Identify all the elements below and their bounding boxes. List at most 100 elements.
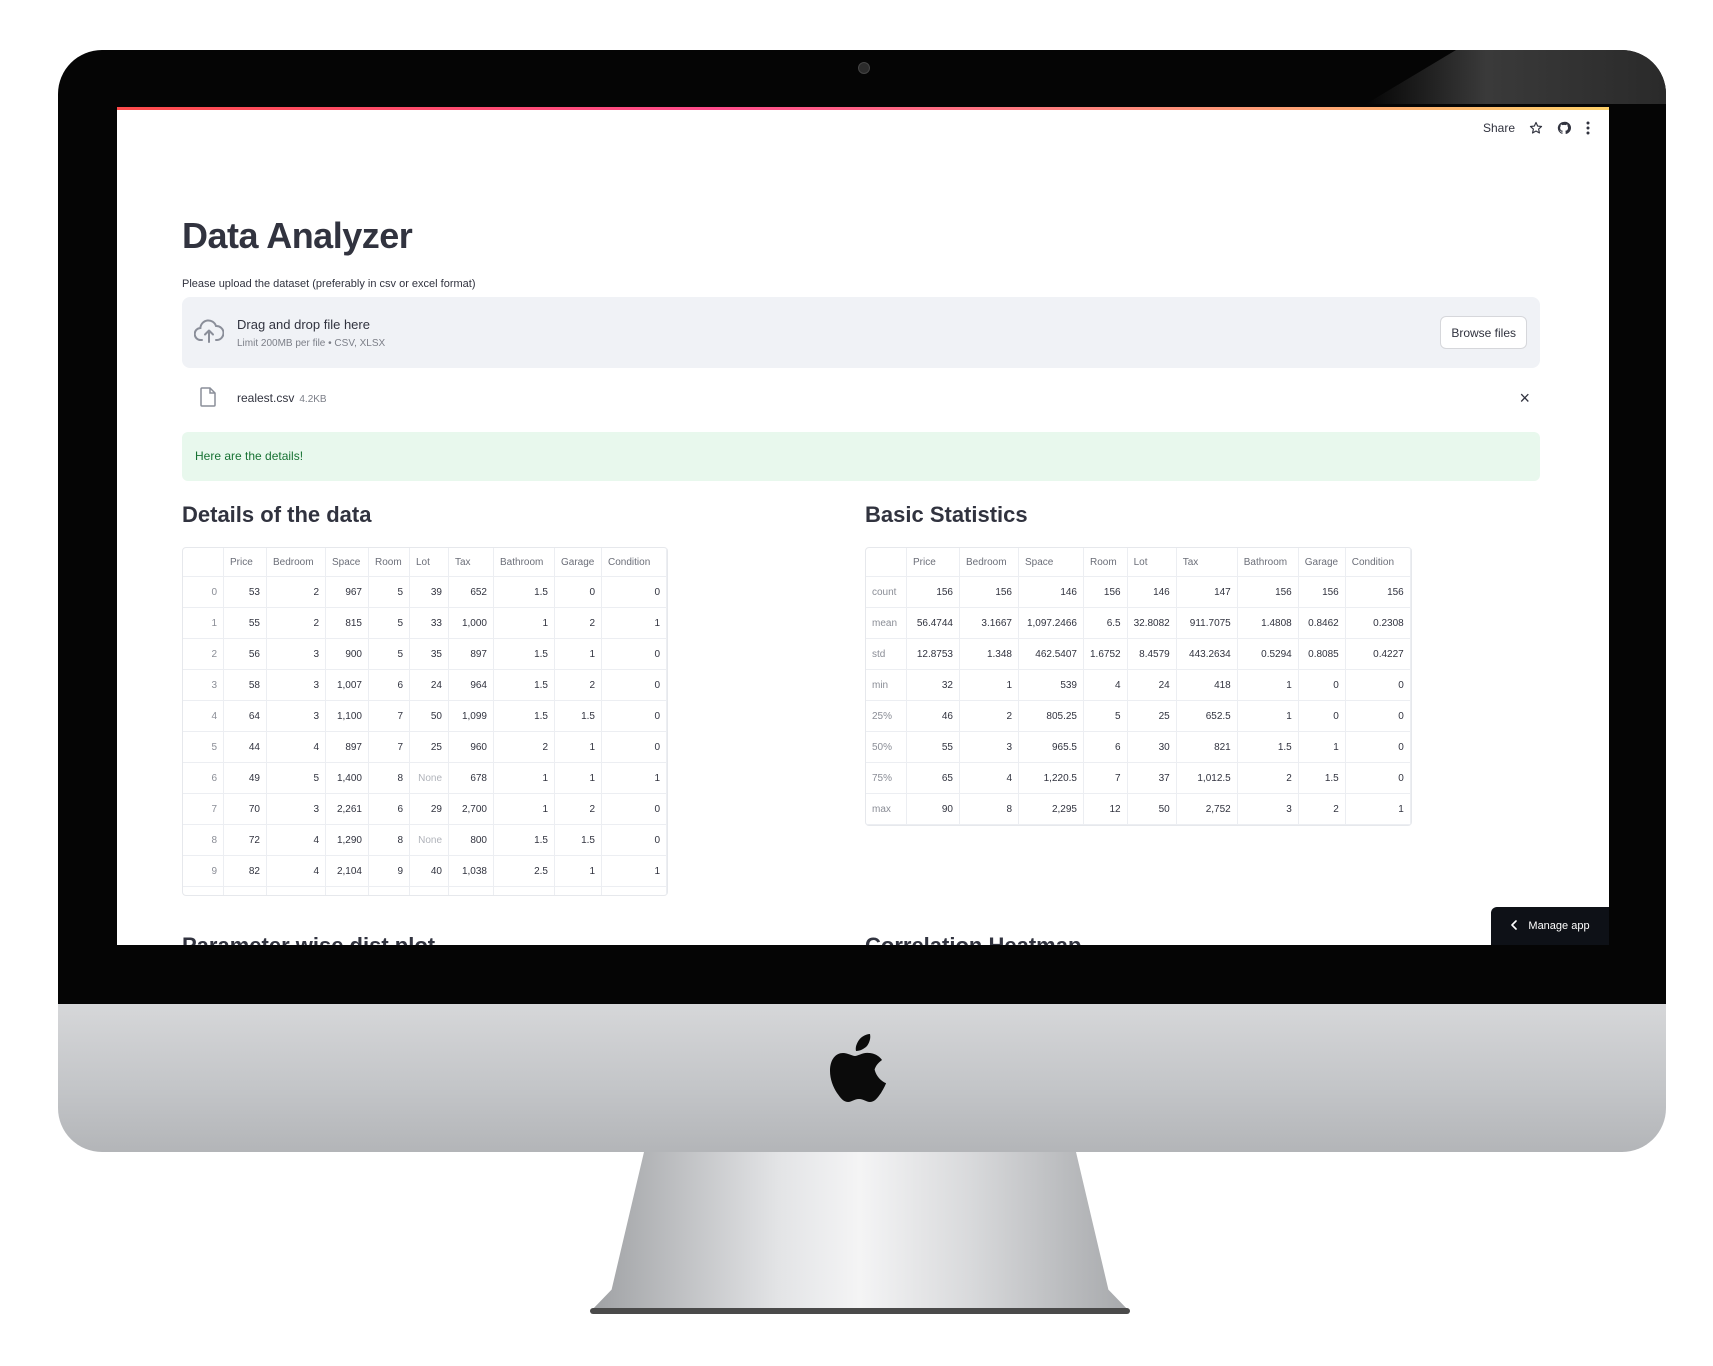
column-header[interactable] xyxy=(183,548,224,577)
table-cell[interactable]: 2,700 xyxy=(448,793,494,825)
table-cell[interactable]: 539 xyxy=(1018,669,1084,701)
table-cell[interactable]: 29 xyxy=(409,793,449,825)
table-cell[interactable]: 652.5 xyxy=(1176,700,1238,732)
table-cell[interactable]: 1 xyxy=(1345,793,1411,825)
table-cell[interactable]: None xyxy=(409,824,449,856)
more-vertical-icon[interactable] xyxy=(1585,121,1591,135)
table-cell[interactable]: 8 xyxy=(368,762,410,794)
table-cell[interactable]: 821 xyxy=(1176,731,1238,763)
table-cell[interactable]: 2 xyxy=(1237,762,1299,794)
table-cell[interactable]: 39 xyxy=(409,576,449,608)
table-cell[interactable]: 4 xyxy=(959,762,1019,794)
table-cell[interactable]: 5 xyxy=(1083,700,1128,732)
table-cell[interactable]: 5 xyxy=(368,638,410,670)
table-cell[interactable]: 1 xyxy=(601,607,667,639)
table-cell[interactable]: 1,038 xyxy=(448,855,494,887)
browse-files-button[interactable]: Browse files xyxy=(1440,316,1527,349)
table-cell[interactable]: 24 xyxy=(1127,669,1177,701)
column-header[interactable] xyxy=(866,548,907,577)
table-cell[interactable]: 800 xyxy=(448,824,494,856)
table-cell[interactable]: 1 xyxy=(554,731,602,763)
table-cell[interactable]: 12 xyxy=(1083,793,1128,825)
row-index[interactable]: 4 xyxy=(183,700,224,732)
table-cell[interactable]: 1 xyxy=(554,855,602,887)
column-header[interactable]: Bedroom xyxy=(266,548,326,577)
column-header[interactable]: Lot xyxy=(1127,548,1177,577)
table-cell[interactable]: 0.5294 xyxy=(1237,638,1299,670)
table-cell[interactable]: 25 xyxy=(1127,700,1177,732)
table-cell[interactable]: 90 xyxy=(906,793,960,825)
table-cell[interactable]: 44 xyxy=(223,731,267,763)
github-icon[interactable] xyxy=(1557,121,1571,135)
table-cell[interactable]: 1,097.2466 xyxy=(1018,607,1084,639)
table-cell[interactable]: 6 xyxy=(368,669,410,701)
table-cell[interactable]: 2 xyxy=(1298,793,1346,825)
row-index[interactable]: min xyxy=(866,669,907,701)
remove-file-icon[interactable]: × xyxy=(1519,388,1530,408)
table-cell[interactable]: 72 xyxy=(223,824,267,856)
table-cell[interactable]: 2 xyxy=(554,793,602,825)
table-cell[interactable]: 0.4227 xyxy=(1345,638,1411,670)
table-cell[interactable]: 0 xyxy=(1345,669,1411,701)
table-cell[interactable]: 146 xyxy=(1127,576,1177,608)
table-cell[interactable]: 147 xyxy=(1176,576,1238,608)
column-header[interactable]: Lot xyxy=(409,548,449,577)
table-cell[interactable]: 0 xyxy=(601,700,667,732)
table-cell[interactable]: 1 xyxy=(554,762,602,794)
table-cell[interactable]: 418 xyxy=(1176,669,1238,701)
column-header[interactable]: Condition xyxy=(601,548,667,577)
table-cell[interactable]: 4 xyxy=(266,731,326,763)
table-cell[interactable]: 2 xyxy=(266,576,326,608)
row-index[interactable]: mean xyxy=(866,607,907,639)
table-cell[interactable]: 0 xyxy=(601,824,667,856)
table-cell[interactable]: 55 xyxy=(223,607,267,639)
table-cell[interactable]: 8.4579 xyxy=(1127,638,1177,670)
table-cell[interactable]: 1.5 xyxy=(1298,762,1346,794)
table-cell[interactable]: 50 xyxy=(409,700,449,732)
table-cell[interactable]: 65 xyxy=(906,762,960,794)
row-index[interactable]: 5 xyxy=(183,731,224,763)
stats-dataframe[interactable]: Price Bedroom Space Room Lot Tax Bathroom Garag… xyxy=(865,547,1412,826)
table-cell[interactable]: 815 xyxy=(325,607,369,639)
table-cell[interactable]: 6 xyxy=(1083,731,1128,763)
table-cell[interactable]: 1 xyxy=(601,762,667,794)
row-index[interactable]: count xyxy=(866,576,907,608)
table-cell[interactable]: 33 xyxy=(409,607,449,639)
table-cell[interactable]: 32.8082 xyxy=(1127,607,1177,639)
table-cell[interactable]: 12.8753 xyxy=(906,638,960,670)
column-header[interactable]: Space xyxy=(325,548,369,577)
table-cell[interactable]: 960 xyxy=(448,731,494,763)
column-header[interactable]: Bathroom xyxy=(1237,548,1299,577)
table-cell[interactable]: 1.5 xyxy=(554,824,602,856)
table-cell[interactable]: 30 xyxy=(1127,731,1177,763)
table-cell[interactable]: 1 xyxy=(554,638,602,670)
row-index[interactable]: 3 xyxy=(183,669,224,701)
table-cell[interactable]: 1 xyxy=(601,855,667,887)
table-cell[interactable]: 1 xyxy=(1298,731,1346,763)
table-cell[interactable]: 897 xyxy=(448,638,494,670)
table-cell[interactable]: 0.8085 xyxy=(1298,638,1346,670)
table-cell[interactable]: 2,752 xyxy=(1176,793,1238,825)
table-cell[interactable]: 0 xyxy=(1345,731,1411,763)
table-cell[interactable]: 2 xyxy=(959,700,1019,732)
table-cell[interactable]: 0 xyxy=(1298,669,1346,701)
table-cell[interactable]: 1,290 xyxy=(325,824,369,856)
table-cell[interactable]: 49 xyxy=(223,762,267,794)
table-cell[interactable]: 2 xyxy=(554,669,602,701)
table-cell[interactable]: 1,220.5 xyxy=(1018,762,1084,794)
table-cell[interactable]: 5 xyxy=(368,607,410,639)
table-cell[interactable]: 805.25 xyxy=(1018,700,1084,732)
table-cell[interactable]: 156 xyxy=(959,576,1019,608)
file-dropzone[interactable]: Drag and drop file here Limit 200MB per … xyxy=(182,297,1540,368)
table-cell[interactable]: 2.5 xyxy=(493,855,555,887)
table-cell[interactable]: 0 xyxy=(554,576,602,608)
table-cell[interactable]: 911.7075 xyxy=(1176,607,1238,639)
table-cell[interactable]: 3 xyxy=(266,638,326,670)
table-cell[interactable]: 1.5 xyxy=(554,700,602,732)
row-index[interactable]: max xyxy=(866,793,907,825)
table-cell[interactable]: 1 xyxy=(1237,669,1299,701)
column-header[interactable]: Garage xyxy=(1298,548,1346,577)
table-cell[interactable]: 146 xyxy=(1018,576,1084,608)
table-cell[interactable]: 7 xyxy=(368,731,410,763)
table-cell[interactable]: 1,000 xyxy=(448,607,494,639)
